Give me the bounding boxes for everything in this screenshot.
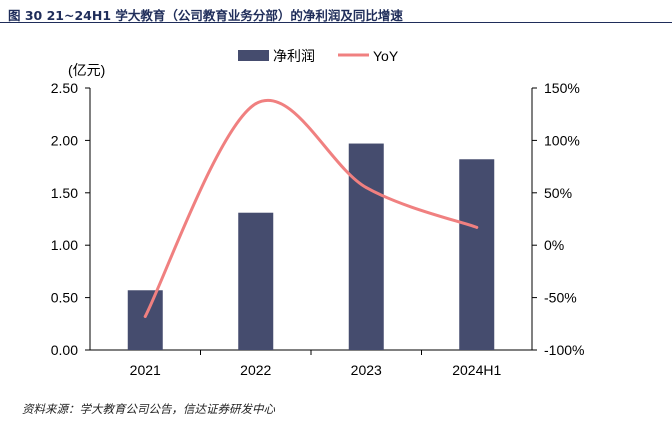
bars (127, 143, 495, 350)
left-axis-label: (亿元) (68, 62, 105, 78)
figure-title-bar: 图 30 21~24H1 学大教育（公司教育业务分部）的净利润及同比增速 (0, 0, 672, 24)
yoy-line (143, 99, 479, 318)
yoy-point (143, 315, 147, 318)
legend-label-line: YoY (373, 48, 399, 64)
axes (85, 87, 537, 355)
x-tick-label: 2021 (130, 362, 161, 378)
left-tick-label: 0.50 (51, 290, 78, 306)
right-tick-label: -50% (544, 290, 577, 306)
yoy-point (364, 186, 368, 189)
right-tick-label: -100% (544, 342, 584, 358)
legend-swatch-bar (238, 50, 269, 61)
figure-title: 图 30 21~24H1 学大教育（公司教育业务分部）的净利润及同比增速 (8, 8, 403, 23)
bar (459, 159, 495, 350)
x-tick-label: 2022 (240, 362, 271, 378)
bar (238, 212, 274, 350)
bar (348, 143, 384, 350)
left-tick-label: 2.50 (51, 80, 78, 96)
left-tick-label: 1.50 (51, 185, 78, 201)
left-tick-label: 2.00 (51, 132, 78, 148)
legend-label-bar: 净利润 (273, 48, 315, 64)
right-tick-label: 150% (544, 80, 580, 96)
right-tick-label: 0% (544, 237, 564, 253)
x-tick-label: 2024H1 (452, 362, 501, 378)
yoy-point (475, 225, 479, 229)
yoy-line-group (143, 99, 479, 318)
yoy-point (254, 102, 258, 106)
labels: 0.00 0.50 1.00 1.50 2.00 2.50 -100% -50% 0% 50% 10… (51, 62, 585, 378)
bar (127, 290, 163, 350)
title-rule (0, 22, 672, 23)
left-tick-label: 1.00 (51, 237, 78, 253)
right-tick-label: 100% (544, 132, 580, 148)
source-note: 资料来源：学大教育公司公告，信达证券研发中心 (22, 402, 275, 416)
left-tick-label: 0.00 (51, 342, 78, 358)
legend: 净利润 YoY (238, 48, 399, 64)
x-tick-label: 2023 (351, 362, 382, 378)
right-tick-label: 50% (544, 185, 572, 201)
